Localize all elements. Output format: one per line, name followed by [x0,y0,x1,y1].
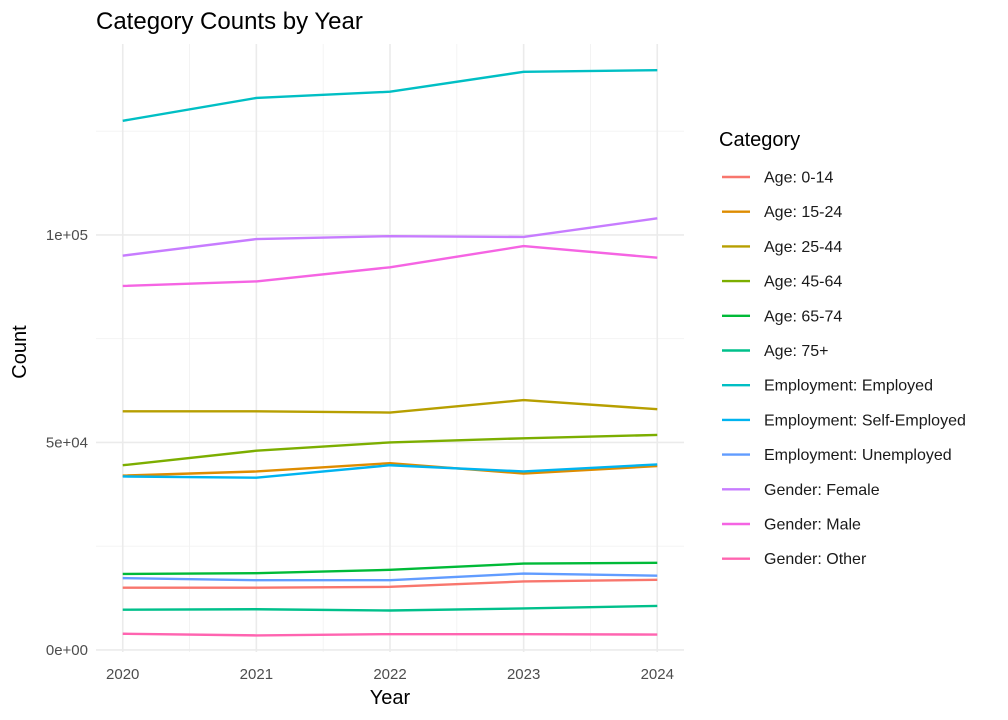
legend-label: Gender: Female [764,482,880,499]
legend-label: Age: 0-14 [764,170,833,187]
y-axis-tick-labels: 0e+00 5e+04 1e+05 [46,227,88,659]
series-line [122,572,658,582]
legend-label: Age: 45-64 [764,274,842,291]
legend-items: Age: 0-14 Age: 15-24 Age: 25-44 Age: 45-64 A… [722,170,966,568]
legend-label: Employment: Employed [764,378,933,395]
series-line [122,604,658,612]
y-tick-label: 1e+05 [46,227,88,244]
series-lines [122,68,658,637]
series-line [122,244,658,288]
legend-label: Gender: Male [764,517,861,534]
plot-area [96,44,684,652]
series-line [122,578,658,589]
y-axis-title: Count [9,325,31,379]
legend-label: Employment: Unemployed [764,447,952,464]
chart-title: Category Counts by Year [96,8,363,35]
legend-title: Category [719,129,800,151]
series-line [122,463,658,479]
legend-label: Employment: Self-Employed [764,412,966,429]
series-line [122,561,658,576]
x-tick-label: 2021 [240,666,273,683]
series-line [122,398,658,414]
series-line [122,632,658,637]
grid [96,44,684,652]
y-tick-label: 5e+04 [46,434,88,451]
legend-label: Age: 75+ [764,343,829,360]
y-tick-label: 0e+00 [46,642,88,659]
legend-label: Age: 15-24 [764,204,842,221]
legend-label: Age: 65-74 [764,308,842,325]
x-axis-title: Year [370,687,411,709]
x-tick-label: 2020 [106,666,139,683]
series-line [122,68,658,122]
legend-label: Gender: Other [764,551,867,568]
series-line [122,217,658,257]
x-tick-label: 2024 [641,666,674,683]
x-axis-tick-labels: 2020 2021 2022 2023 2024 [106,666,674,683]
series-line [122,433,658,467]
x-tick-label: 2023 [507,666,540,683]
x-tick-label: 2022 [373,666,406,683]
legend-label: Age: 25-44 [764,239,842,256]
series-line [122,461,658,477]
